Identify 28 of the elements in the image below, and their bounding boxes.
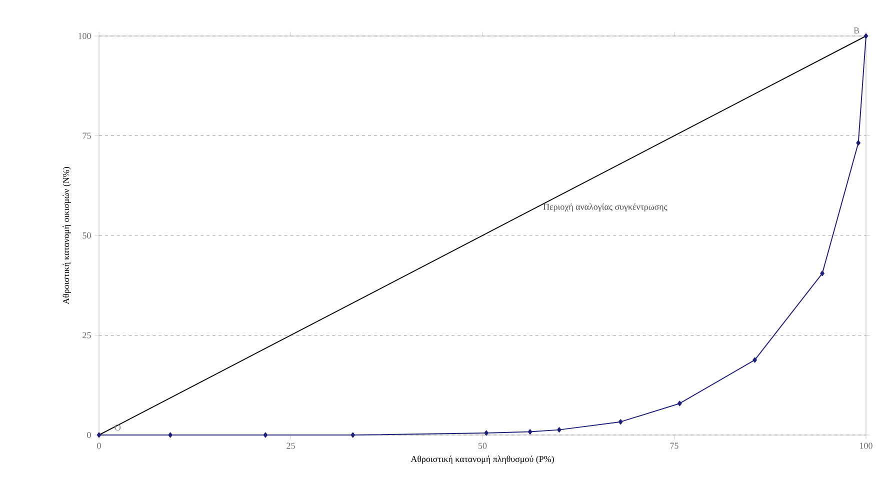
point bbox=[677, 400, 682, 406]
point bbox=[263, 432, 268, 438]
x-tick-label: 100 bbox=[860, 442, 872, 449]
point bbox=[864, 33, 868, 39]
y-tick-label: 75 bbox=[82, 132, 91, 139]
y-tick-label: 0 bbox=[87, 432, 91, 438]
point bbox=[557, 427, 562, 433]
x-tick-label: 75 bbox=[670, 442, 678, 449]
y-tick-label: 100 bbox=[78, 32, 91, 40]
point bbox=[856, 140, 860, 146]
x-tick-label: 25 bbox=[286, 442, 295, 449]
point bbox=[484, 430, 488, 436]
x-tick-label: 50 bbox=[478, 442, 487, 449]
annotation: O bbox=[114, 424, 121, 430]
point bbox=[820, 270, 824, 276]
point bbox=[168, 432, 172, 438]
point bbox=[96, 432, 102, 438]
annotation: Β bbox=[854, 28, 860, 34]
point bbox=[528, 429, 532, 434]
y-tick-label: 25 bbox=[82, 332, 91, 338]
x-axis-title: Αθροιστική κατανομή πληθυσμού (P%) bbox=[410, 456, 554, 464]
point bbox=[752, 357, 757, 363]
y-tick-label: 50 bbox=[82, 232, 91, 239]
x-tick-label: 0 bbox=[97, 442, 101, 449]
point bbox=[618, 419, 623, 425]
point bbox=[350, 432, 356, 438]
annotation: Περιοχή αναλογίας συγκέντρωσης bbox=[543, 203, 668, 212]
y-axis-title: Αθροιστική κατανομή οικισμών (N%) bbox=[62, 167, 71, 304]
